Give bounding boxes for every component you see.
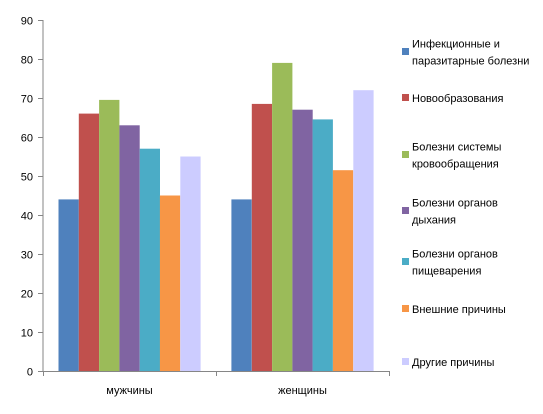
bar (231, 199, 252, 371)
bar (78, 113, 100, 371)
bar (353, 90, 374, 371)
y-tick-label: 30 (21, 250, 33, 262)
legend-label: Болезни органов дыхания (412, 198, 498, 227)
legend-label: Болезни системы кровообращения (412, 142, 501, 171)
bar (159, 195, 181, 371)
legend: Инфекционные и паразитарные болезни Новооб… (402, 39, 529, 369)
bar (272, 62, 293, 372)
bar (119, 125, 140, 371)
x-category-label: женщины (278, 385, 327, 397)
bar (99, 99, 120, 372)
y-tick-label: 60 (21, 133, 33, 145)
y-tick-label: 50 (21, 172, 33, 184)
legend-swatch (402, 94, 409, 101)
plot-area (58, 62, 374, 372)
y-tick-label: 80 (21, 55, 33, 67)
bar (332, 170, 354, 371)
x-category-label: мужчины (106, 385, 152, 397)
y-tick-label: 40 (21, 211, 33, 223)
bar (251, 103, 273, 372)
y-tick-label: 70 (21, 94, 33, 106)
legend-label: Новообразования (412, 93, 504, 105)
legend-label: Инфекционные и паразитарные болезни (412, 39, 529, 68)
y-tick-label: 90 (21, 16, 33, 28)
x-axis: мужчины женщины (43, 371, 390, 397)
legend-label: Болезни органов пищеварения (412, 249, 498, 278)
legend-label: Внешние причины (412, 304, 506, 316)
bar (58, 199, 79, 371)
legend-swatch (402, 305, 409, 312)
y-axis: 0 10 20 30 40 50 60 70 80 90 (21, 16, 44, 379)
y-tick-label: 0 (27, 367, 33, 379)
legend-swatch (402, 151, 409, 158)
bar (312, 119, 333, 372)
bar (292, 109, 313, 371)
legend-swatch (402, 358, 409, 365)
legend-swatch (402, 258, 409, 265)
bar (139, 148, 160, 371)
legend-swatch (402, 207, 409, 214)
bar (180, 156, 201, 371)
legend-label: Другие причины (412, 357, 494, 369)
y-tick-label: 10 (21, 328, 33, 340)
y-tick-label: 20 (21, 289, 33, 301)
legend-swatch (402, 48, 409, 55)
